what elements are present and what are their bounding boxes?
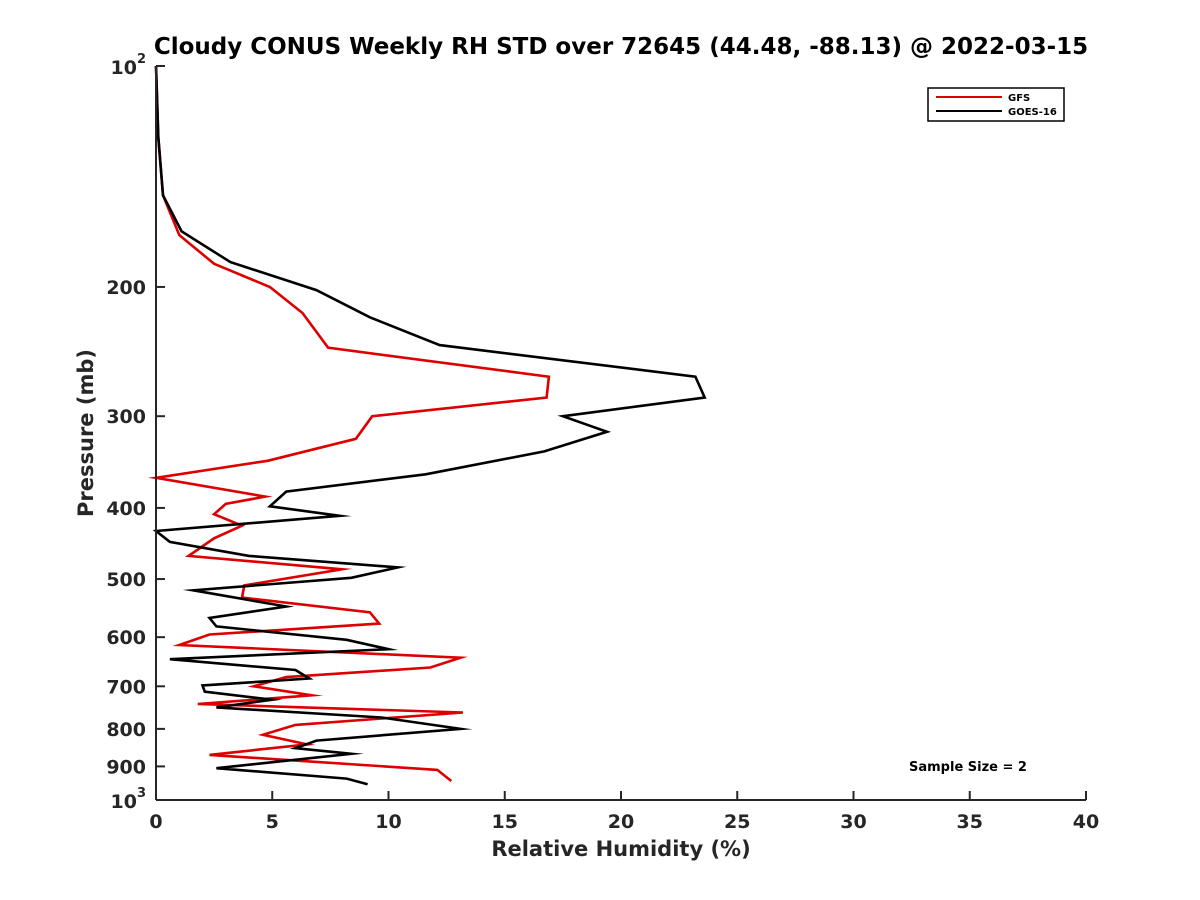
sample-size-annotation: Sample Size = 2	[909, 760, 1027, 775]
y-tick-label: 300	[106, 406, 146, 428]
legend-box	[927, 87, 1065, 122]
x-tick-label: 35	[957, 811, 983, 833]
y-tick-exponent: 3	[137, 786, 146, 801]
y-tick-label: 400	[106, 498, 146, 520]
x-tick-label: 10	[375, 811, 401, 833]
y-tick-base: 10	[111, 57, 137, 79]
y-tick-label: 500	[106, 569, 146, 591]
y-tick-label-power: 310	[111, 786, 146, 813]
x-axis-title: Relative Humidity (%)	[491, 837, 750, 861]
y-tick-label: 200	[106, 277, 146, 299]
y-tick-label: 600	[106, 627, 146, 649]
legend-label-gfs: GFS	[1008, 93, 1030, 104]
x-tick-label: 40	[1073, 811, 1099, 833]
series-line-goes-16	[152, 65, 707, 786]
x-tick-label: 0	[149, 811, 162, 833]
y-tick-label: 900	[106, 756, 146, 778]
y-tick-label: 800	[106, 719, 146, 741]
legend: GFS GOES-16	[927, 87, 1065, 122]
x-ticks: 0 5 10 15 20 25 30 35 40	[149, 791, 1099, 833]
x-tick-label: 20	[608, 811, 634, 833]
x-tick-label: 5	[266, 811, 279, 833]
x-tick-label: 25	[724, 811, 750, 833]
y-tick-base: 10	[111, 791, 137, 813]
legend-label-goes-16: GOES-16	[1008, 107, 1057, 118]
chart-title: Cloudy CONUS Weekly RH STD over 72645 (4…	[154, 34, 1088, 60]
plot-area: 0 5 10 15 20 25 30 35 40 21020030040050060070080…	[106, 52, 1099, 833]
series-layer	[147, 65, 707, 786]
y-tick-label-power: 210	[111, 52, 146, 79]
y-tick-exponent: 2	[137, 52, 146, 67]
y-tick-label: 700	[106, 676, 146, 698]
x-tick-label: 30	[840, 811, 866, 833]
y-axis-title: Pressure (mb)	[74, 349, 98, 517]
x-tick-label: 15	[492, 811, 518, 833]
series-line-gfs	[147, 65, 551, 783]
